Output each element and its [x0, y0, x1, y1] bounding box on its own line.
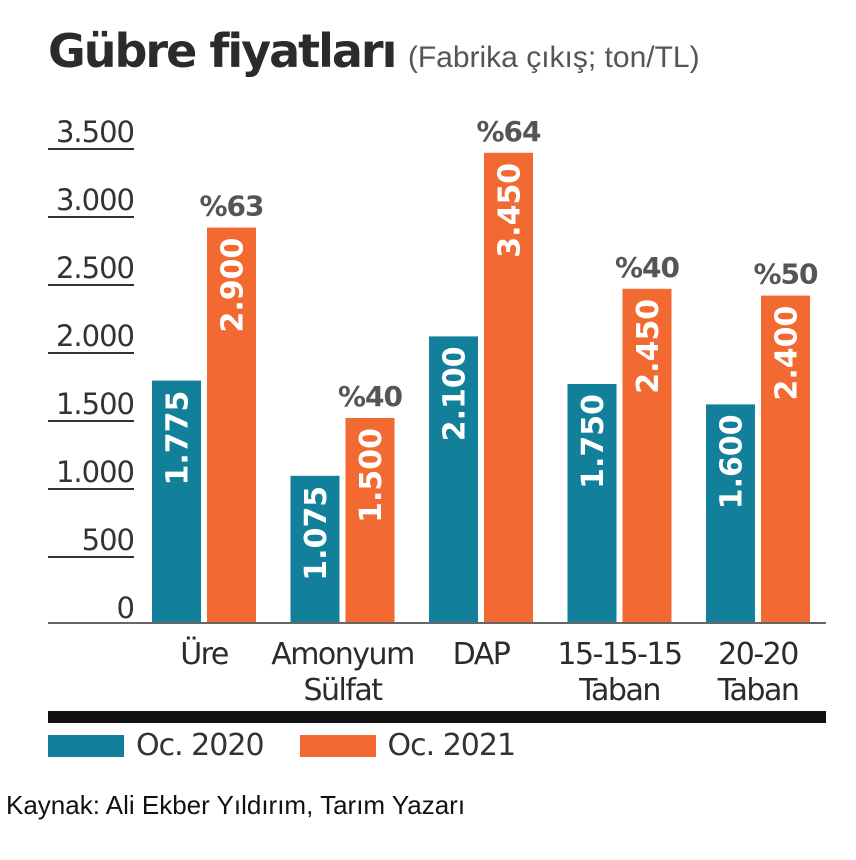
- bar-2020: [706, 404, 755, 622]
- change-label: %40: [338, 380, 403, 413]
- bar-value-label: 2.900: [216, 238, 251, 333]
- y-tick-label: 500: [82, 523, 134, 557]
- chart-subtitle: (Fabrika çıkış; ton/TL): [407, 41, 700, 74]
- legend-label-2021: Oc. 2021: [387, 728, 517, 763]
- x-tick-label: Amonyum: [271, 637, 414, 672]
- legend-label-2020: Oc. 2020: [136, 728, 265, 763]
- y-tick-label: 2.500: [56, 251, 134, 285]
- bar-2021: [345, 418, 395, 622]
- bar-value-label: 1.775: [161, 391, 196, 486]
- bar-2020: [290, 475, 340, 622]
- x-tick-label: 20-20: [718, 637, 798, 672]
- x-tick-label: Taban: [717, 673, 799, 708]
- bar-2020: [567, 384, 617, 622]
- legend-swatch-2021: [299, 734, 376, 757]
- change-label: %63: [199, 190, 263, 223]
- x-tick-label: 15-15-15: [557, 637, 681, 672]
- bar-chart: 0 500 1.000 1.500 2.000 2.500 3.000 3.500 1.775 2…: [48, 115, 826, 723]
- chart-title: Gübre fiyatları: [48, 24, 397, 78]
- bar-2021: [484, 152, 533, 623]
- bar-value-label: 2.450: [631, 299, 666, 394]
- x-tick-label: Sülfat: [303, 673, 383, 708]
- bar-value-label: 1.750: [576, 394, 611, 489]
- y-tick-label: 3.000: [56, 183, 134, 217]
- change-label: %64: [476, 115, 541, 148]
- legend: Oc. 2020 Oc. 2021: [48, 728, 551, 763]
- y-tick-label: 2.000: [56, 319, 134, 353]
- change-label: %40: [615, 251, 680, 284]
- y-tick-label: 0: [117, 591, 134, 625]
- bar-2021: [622, 288, 672, 622]
- change-label: %50: [753, 258, 818, 291]
- legend-item-2021: Oc. 2021: [299, 728, 517, 763]
- bar-2020: [429, 336, 478, 622]
- bar-2021: [207, 227, 256, 622]
- x-tick-label: DAP: [453, 637, 511, 672]
- bar-value-label: 3.450: [493, 163, 528, 258]
- legend-swatch-2020: [48, 734, 124, 757]
- bar-value-label: 1.500: [354, 428, 389, 523]
- legend-divider: [48, 711, 826, 723]
- bar-2021: [761, 295, 810, 622]
- bar-value-label: 2.100: [438, 346, 473, 441]
- y-tick-label: 1.500: [56, 387, 134, 421]
- bar-2020: [152, 380, 201, 622]
- source-note: Kaynak: Ali Ekber Yıldırım, Tarım Yazarı: [6, 790, 466, 820]
- bar-value-label: 1.600: [715, 414, 750, 509]
- y-tick-label: 3.500: [56, 115, 134, 149]
- bar-value-label: 1.075: [299, 486, 334, 581]
- x-tick-label: Üre: [180, 636, 228, 672]
- chart-title-row: Gübre fiyatları (Fabrika çıkış; ton/TL): [48, 24, 700, 78]
- x-tick-label: Taban: [578, 673, 660, 708]
- legend-item-2020: Oc. 2020: [48, 728, 265, 763]
- y-tick-label: 1.000: [56, 455, 134, 489]
- bar-value-label: 2.400: [770, 306, 805, 401]
